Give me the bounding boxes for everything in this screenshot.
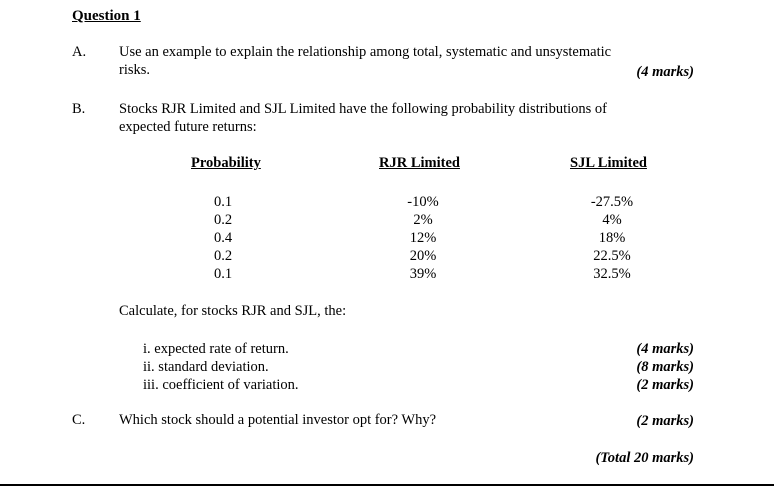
sjl-cell: -27.5% <box>590 194 634 210</box>
sjl-cell: 18% <box>598 230 626 246</box>
calc-intro: Calculate, for stocks RJR and SJL, the: <box>119 303 347 319</box>
calc-item-marks: (4 marks) <box>636 341 694 357</box>
question-title: Question 1 <box>72 8 141 24</box>
part-c-marks: (2 marks) <box>636 413 694 429</box>
probability-cell: 0.1 <box>214 266 233 282</box>
header-probability: Probability <box>191 155 261 171</box>
total-marks: (Total 20 marks) <box>595 450 694 466</box>
calc-item: ii. standard deviation. <box>143 359 269 375</box>
part-b-line-2: expected future returns: <box>119 119 257 135</box>
rjr-cell: 2% <box>413 212 433 228</box>
probability-column: 0.1 0.2 0.4 0.2 0.1 <box>214 193 232 283</box>
part-c-text: Which stock should a potential investor … <box>119 412 437 428</box>
rjr-cell: -10% <box>407 194 439 210</box>
rjr-column: -10% 2% 12% 20% 39% <box>398 193 448 283</box>
probability-cell: 0.2 <box>214 248 233 264</box>
rjr-cell: 39% <box>409 266 437 282</box>
calc-item-marks: (2 marks) <box>636 377 694 393</box>
sjl-cell: 32.5% <box>593 266 631 282</box>
bottom-divider <box>0 484 774 486</box>
part-a-line-2: risks. <box>119 62 151 78</box>
calc-marks-list: (4 marks) (8 marks) (2 marks) <box>636 340 694 394</box>
part-a-letter: A. <box>72 44 87 60</box>
sjl-cell: 4% <box>602 212 622 228</box>
part-a-line-1: Use an example to explain the relationsh… <box>119 44 612 60</box>
calc-item: i. expected rate of return. <box>143 341 289 357</box>
header-sjl-limited: SJL Limited <box>570 155 647 171</box>
rjr-cell: 20% <box>409 248 437 264</box>
probability-cell: 0.2 <box>214 212 233 228</box>
calc-item-marks: (8 marks) <box>636 359 694 375</box>
probability-cell: 0.4 <box>214 230 233 246</box>
part-c-letter: C. <box>72 412 86 428</box>
part-b-letter: B. <box>72 101 86 117</box>
rjr-cell: 12% <box>409 230 437 246</box>
sjl-column: -27.5% 4% 18% 22.5% 32.5% <box>584 193 640 283</box>
header-rjr-limited: RJR Limited <box>379 155 460 171</box>
calc-item: iii. coefficient of variation. <box>143 377 299 393</box>
part-b-line-1: Stocks RJR Limited and SJL Limited have … <box>119 101 607 117</box>
part-a-marks: (4 marks) <box>636 64 694 80</box>
sjl-cell: 22.5% <box>593 248 631 264</box>
probability-cell: 0.1 <box>214 194 233 210</box>
calc-items-list: i. expected rate of return. ii. standard… <box>143 340 299 394</box>
